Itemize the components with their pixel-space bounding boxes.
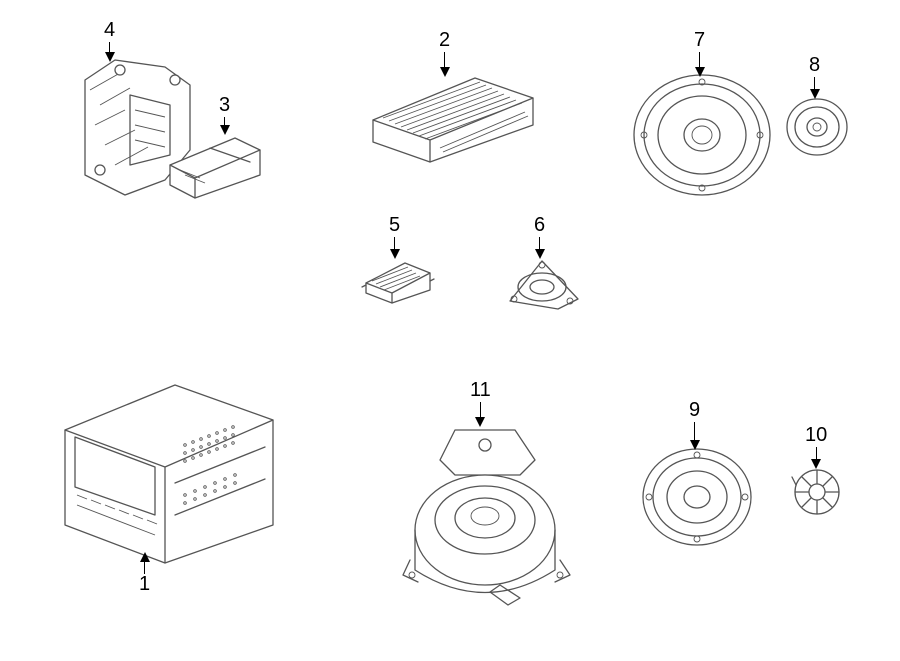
- dash-speaker: [500, 255, 585, 315]
- callout-3: 3: [219, 95, 230, 135]
- callout-9: 9: [689, 400, 700, 450]
- callout-label: 2: [439, 30, 450, 50]
- callout-label: 1: [139, 574, 150, 594]
- amplifier-module: [365, 70, 540, 165]
- callout-label: 4: [104, 20, 115, 40]
- callout-label: 6: [534, 215, 545, 235]
- telephone-module: [160, 130, 270, 200]
- rear-speaker: [640, 445, 755, 550]
- callout-label: 9: [689, 400, 700, 420]
- antenna-amplifier: [360, 255, 435, 305]
- head-unit-radio: [55, 375, 280, 565]
- tweeter-speaker: [785, 95, 850, 160]
- subwoofer-assembly: [400, 420, 575, 610]
- callout-label: 3: [219, 95, 230, 115]
- callout-5: 5: [389, 215, 400, 259]
- callout-label: 7: [694, 30, 705, 50]
- callout-6: 6: [534, 215, 545, 259]
- callout-label: 8: [809, 55, 820, 75]
- callout-8: 8: [809, 55, 820, 99]
- callout-10: 10: [805, 425, 827, 469]
- callout-label: 10: [805, 425, 827, 445]
- callout-label: 5: [389, 215, 400, 235]
- callout-label: 11: [470, 380, 491, 400]
- door-speaker-large: [630, 70, 775, 200]
- pillar-tweeter: [790, 465, 845, 520]
- diagram-stage: 4 3 2 7 8 5 6 11 9: [0, 0, 900, 661]
